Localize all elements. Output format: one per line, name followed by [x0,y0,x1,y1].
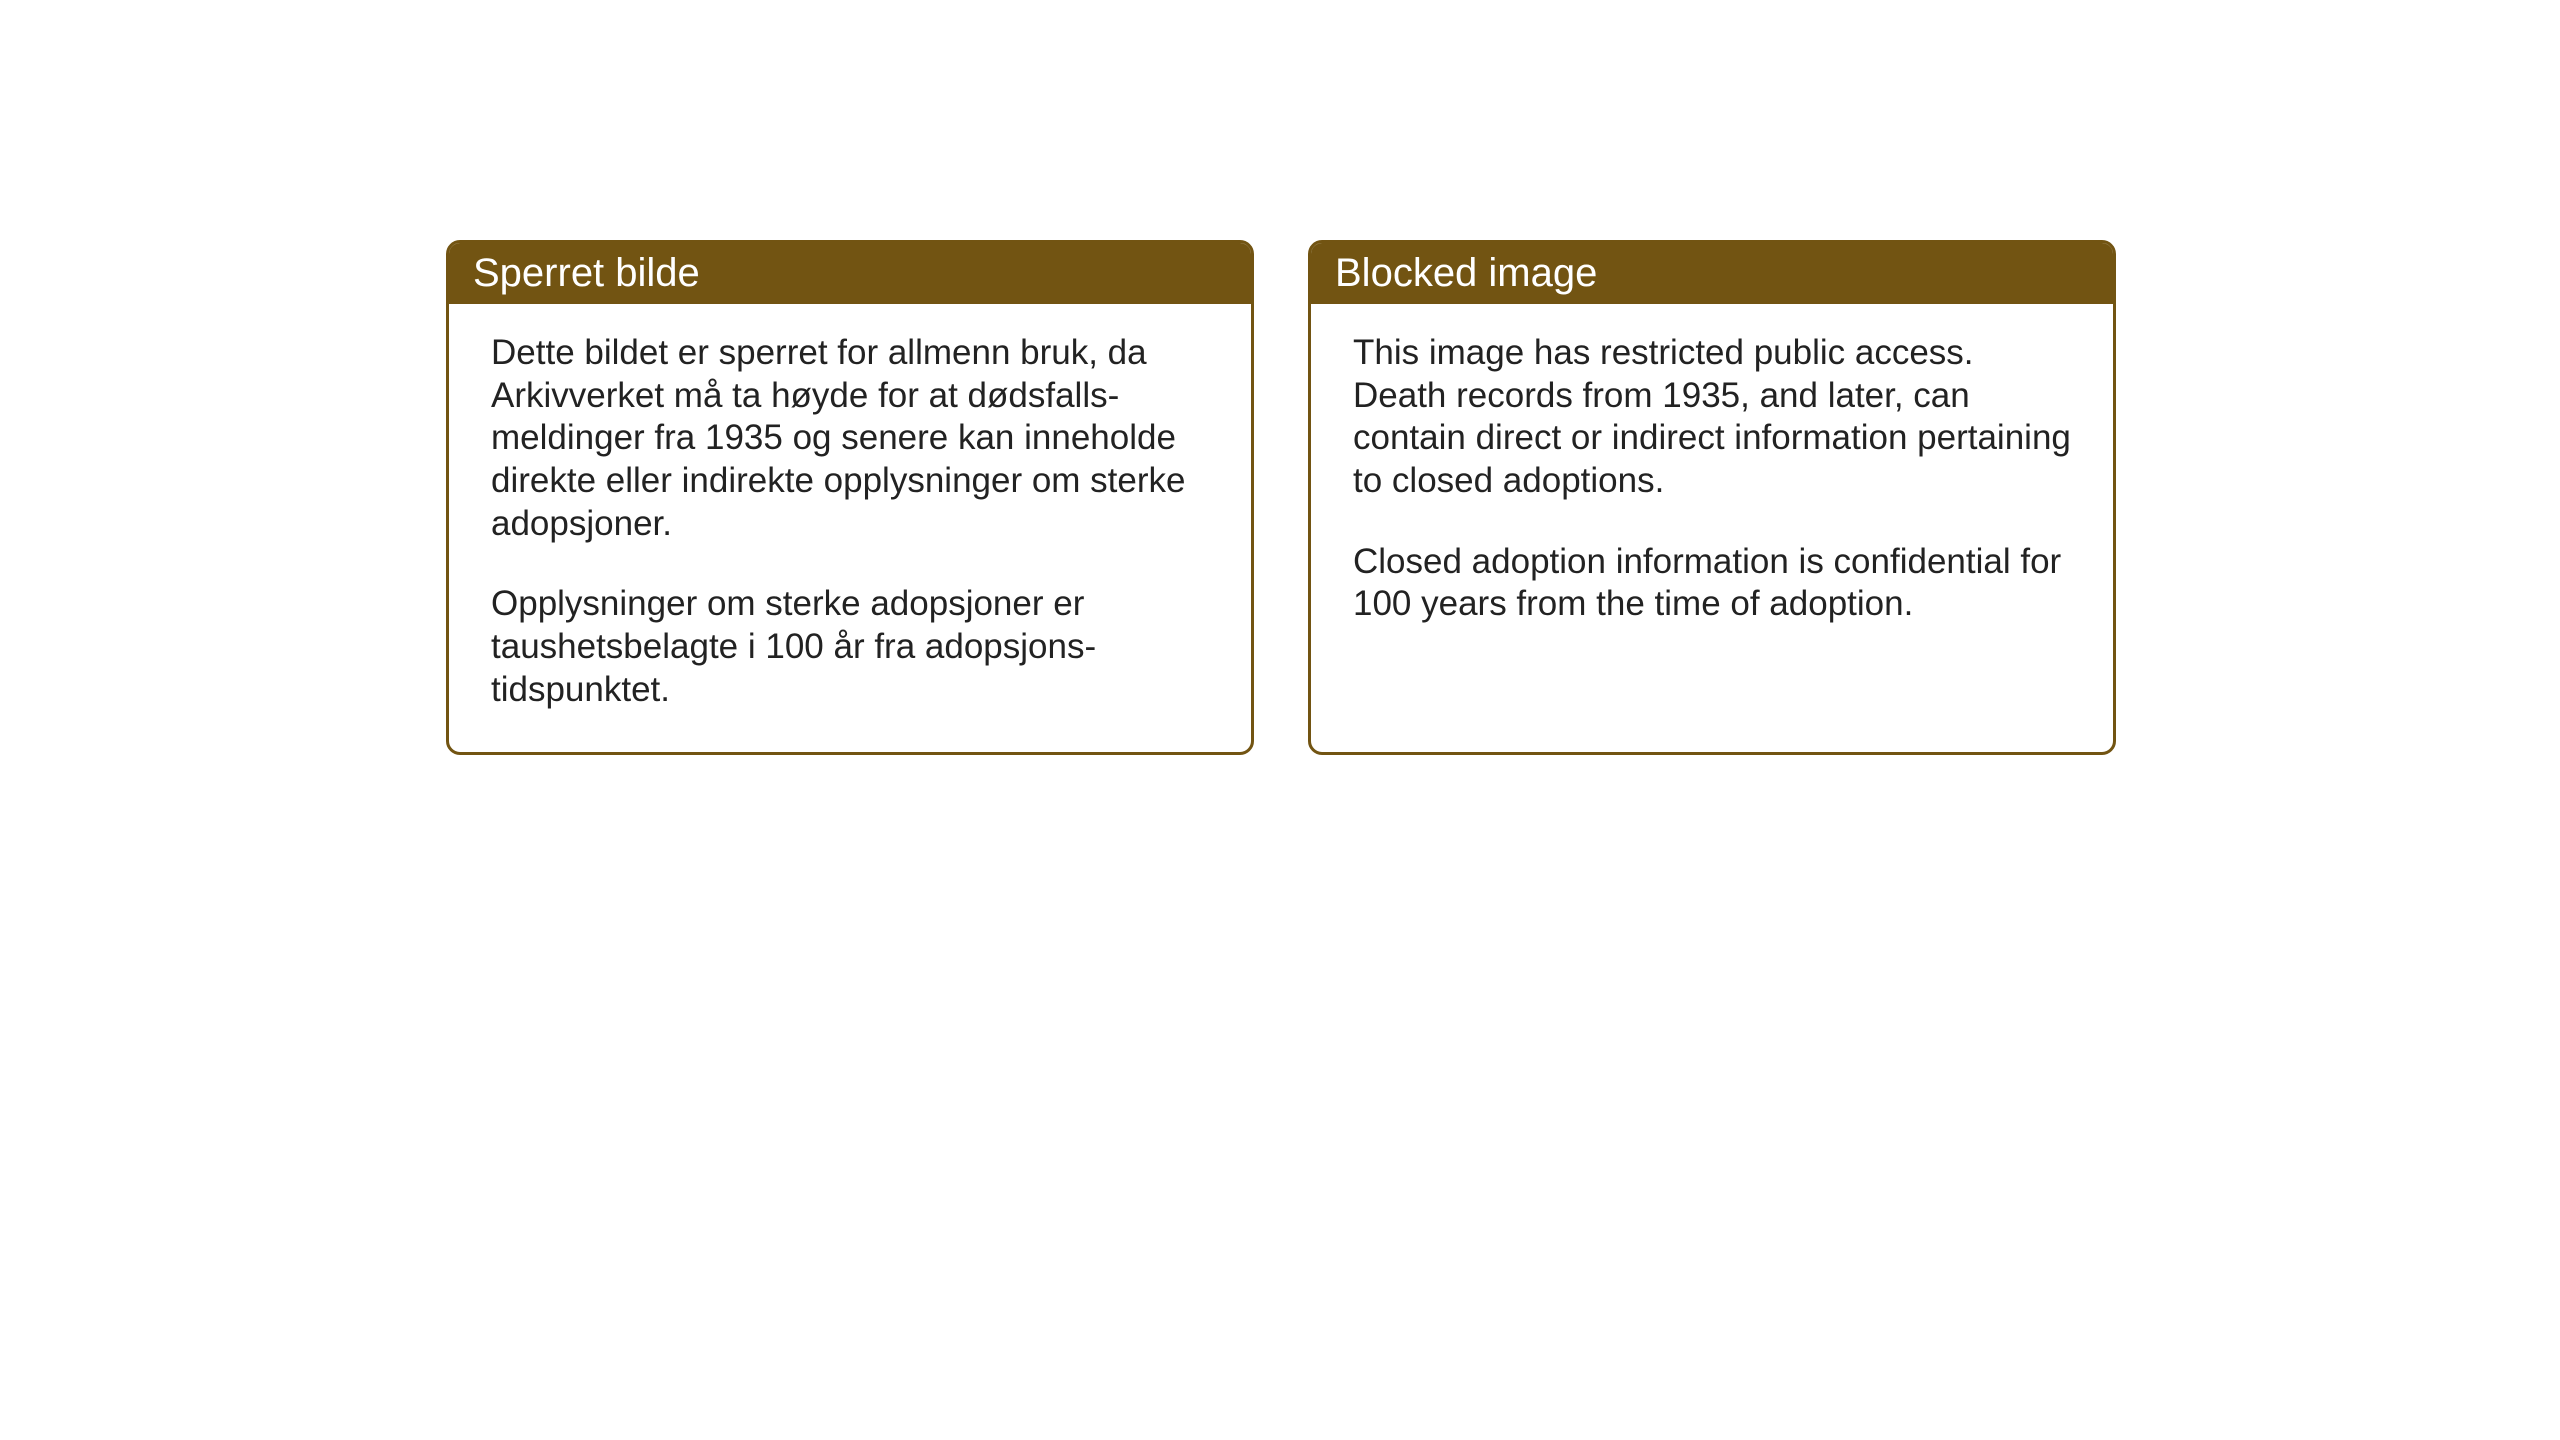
card-norwegian: Sperret bilde Dette bildet er sperret fo… [446,240,1254,755]
card-norwegian-header: Sperret bilde [449,243,1251,304]
card-english-body: This image has restricted public access.… [1311,304,2113,666]
card-norwegian-paragraph-2: Opplysninger om sterke adopsjoner er tau… [491,583,1209,711]
card-english: Blocked image This image has restricted … [1308,240,2116,755]
card-norwegian-title: Sperret bilde [473,251,700,295]
card-english-title: Blocked image [1335,251,1597,295]
cards-container: Sperret bilde Dette bildet er sperret fo… [0,0,2560,755]
card-norwegian-body: Dette bildet er sperret for allmenn bruk… [449,304,1251,752]
card-english-paragraph-1: This image has restricted public access.… [1353,332,2071,503]
card-english-paragraph-2: Closed adoption information is confident… [1353,541,2071,626]
card-english-header: Blocked image [1311,243,2113,304]
card-norwegian-paragraph-1: Dette bildet er sperret for allmenn bruk… [491,332,1209,545]
